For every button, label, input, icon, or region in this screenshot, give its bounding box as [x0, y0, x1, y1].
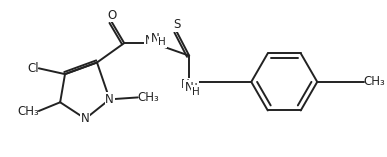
Text: H: H	[192, 87, 200, 97]
Text: N: N	[81, 112, 90, 125]
Text: H: H	[158, 37, 166, 47]
Text: N: N	[145, 34, 154, 47]
Text: H: H	[189, 82, 198, 95]
Text: S: S	[173, 18, 180, 31]
Text: N: N	[185, 81, 194, 94]
Text: N: N	[105, 93, 114, 106]
Text: H: H	[153, 30, 162, 43]
Text: CH₃: CH₃	[364, 75, 385, 88]
Text: Cl: Cl	[27, 62, 39, 75]
Text: O: O	[107, 9, 116, 22]
Text: CH₃: CH₃	[138, 91, 159, 104]
Text: CH₃: CH₃	[17, 105, 39, 117]
Text: N: N	[181, 78, 190, 91]
Text: N: N	[151, 32, 159, 45]
